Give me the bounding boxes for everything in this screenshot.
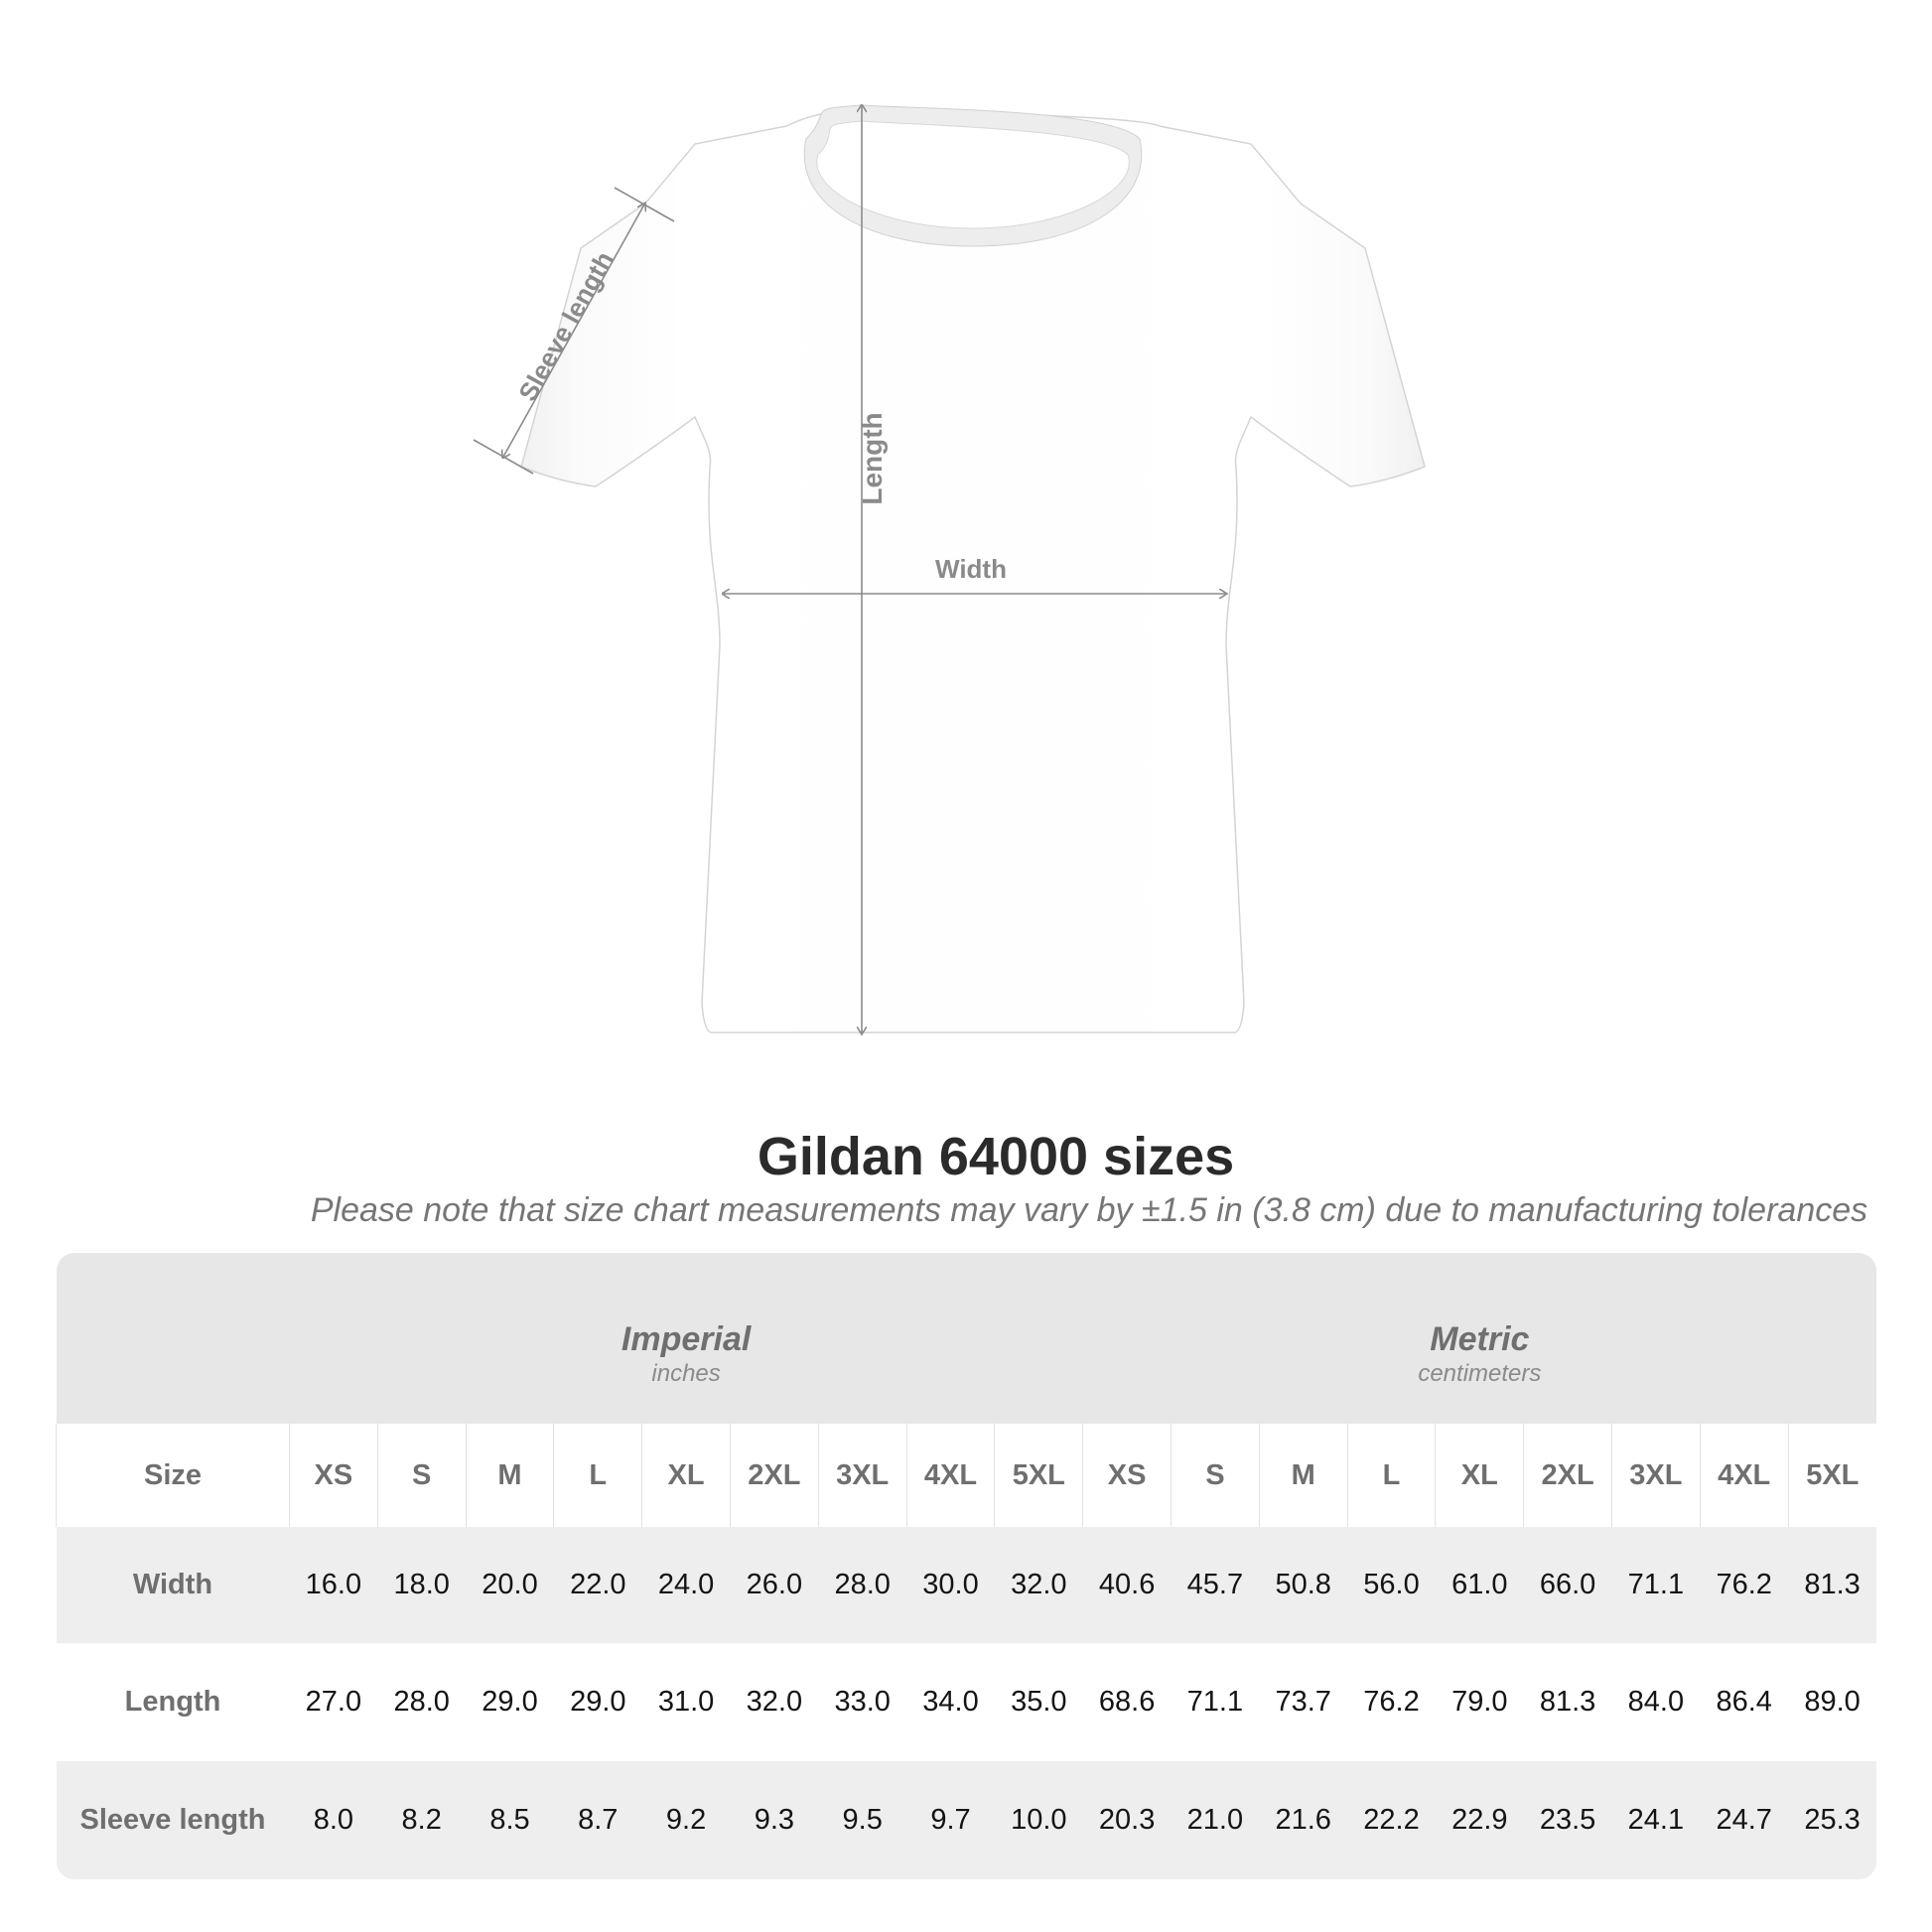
svg-text:Width: Width (935, 554, 1007, 584)
svg-text:Length: Length (857, 412, 888, 504)
